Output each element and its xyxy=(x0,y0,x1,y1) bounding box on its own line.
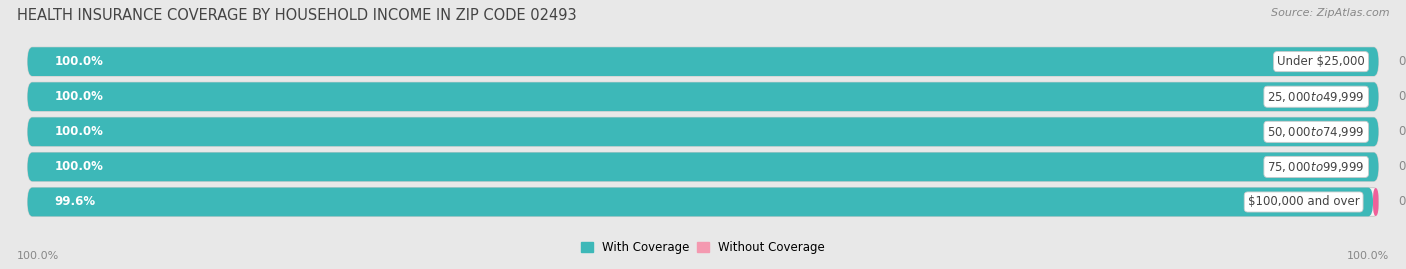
FancyBboxPatch shape xyxy=(28,82,1378,111)
FancyBboxPatch shape xyxy=(28,118,1378,146)
Text: HEALTH INSURANCE COVERAGE BY HOUSEHOLD INCOME IN ZIP CODE 02493: HEALTH INSURANCE COVERAGE BY HOUSEHOLD I… xyxy=(17,8,576,23)
Text: Source: ZipAtlas.com: Source: ZipAtlas.com xyxy=(1271,8,1389,18)
Text: Under $25,000: Under $25,000 xyxy=(1277,55,1365,68)
Text: 100.0%: 100.0% xyxy=(55,55,104,68)
Text: $50,000 to $74,999: $50,000 to $74,999 xyxy=(1267,125,1365,139)
FancyBboxPatch shape xyxy=(28,187,1378,216)
Text: 0.0%: 0.0% xyxy=(1399,90,1406,103)
FancyBboxPatch shape xyxy=(28,118,1378,146)
Text: 0.4%: 0.4% xyxy=(1399,196,1406,208)
FancyBboxPatch shape xyxy=(28,187,1374,216)
Text: $100,000 and over: $100,000 and over xyxy=(1247,196,1360,208)
Text: 0.0%: 0.0% xyxy=(1399,160,1406,174)
FancyBboxPatch shape xyxy=(28,82,1378,111)
FancyBboxPatch shape xyxy=(28,153,1378,181)
Text: 0.0%: 0.0% xyxy=(1399,125,1406,138)
Text: 100.0%: 100.0% xyxy=(17,251,59,261)
Text: 99.6%: 99.6% xyxy=(55,196,96,208)
Text: 100.0%: 100.0% xyxy=(1347,251,1389,261)
Legend: With Coverage, Without Coverage: With Coverage, Without Coverage xyxy=(581,241,825,254)
FancyBboxPatch shape xyxy=(1374,187,1378,216)
Text: $25,000 to $49,999: $25,000 to $49,999 xyxy=(1267,90,1365,104)
FancyBboxPatch shape xyxy=(28,47,1378,76)
FancyBboxPatch shape xyxy=(28,47,1378,76)
FancyBboxPatch shape xyxy=(28,153,1378,181)
Text: 100.0%: 100.0% xyxy=(55,125,104,138)
Text: 100.0%: 100.0% xyxy=(55,160,104,174)
Text: 100.0%: 100.0% xyxy=(55,90,104,103)
Text: $75,000 to $99,999: $75,000 to $99,999 xyxy=(1267,160,1365,174)
Text: 0.0%: 0.0% xyxy=(1399,55,1406,68)
